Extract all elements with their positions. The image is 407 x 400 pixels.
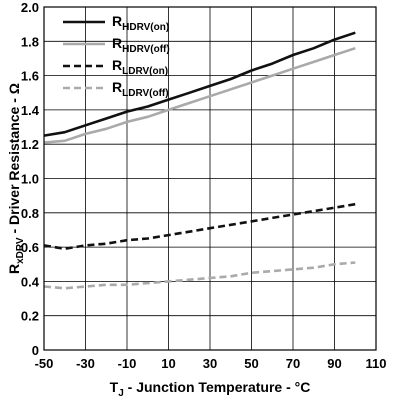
- y-tick-label: 1.6: [21, 69, 39, 84]
- series-line-hdrv-off: [43, 46, 356, 144]
- legend-entry: RLDRV(on): [112, 57, 168, 77]
- y-tick-label: 0: [32, 343, 39, 358]
- x-tick-label: 50: [244, 356, 258, 371]
- series-lines: [43, 31, 356, 290]
- y-tick-label: 1.2: [21, 137, 39, 152]
- x-tick-label: 70: [286, 356, 300, 371]
- x-tick-label: 110: [366, 356, 387, 371]
- plot-frame: [43, 6, 377, 351]
- tick-labels: -50 -30 -10 10 30 50 70 90 110 0 0.2 0.4 0.6 0.8 1.0 1.…: [21, 0, 387, 371]
- y-tick-label: 0.4: [21, 274, 40, 289]
- y-axis-title: RxDRV - Driver Resistance - Ω: [6, 83, 26, 274]
- x-tick-label: -10: [118, 356, 137, 371]
- x-tick-label: 30: [203, 356, 217, 371]
- y-tick-label: 1.4: [21, 103, 40, 118]
- series-line-ldrv-off: [43, 261, 356, 290]
- x-tick-label: -30: [76, 356, 95, 371]
- x-tick-label: 10: [161, 356, 175, 371]
- y-tick-label: 0.2: [21, 309, 39, 324]
- series-line-hdrv-on: [43, 31, 356, 137]
- y-tick-label: 2.0: [21, 0, 39, 15]
- y-axis-title-sub: xDRV: [15, 237, 26, 264]
- y-tick-label: 0.8: [21, 206, 39, 221]
- legend-entry: RHDRV(on): [112, 13, 169, 33]
- y-tick-label: 1.0: [21, 172, 39, 187]
- x-axis-title-sub: J: [118, 388, 124, 399]
- y-tick-label: 0.6: [21, 240, 39, 255]
- legend-entry: RHDRV(off): [112, 35, 170, 55]
- x-tick-label: 90: [327, 356, 341, 371]
- x-axis-title: TJ - Junction Temperature - °C: [110, 379, 311, 399]
- series-line-ldrv-on: [43, 202, 356, 251]
- legend-entry: RLDRV(off): [112, 79, 169, 99]
- x-tick-label: -50: [35, 356, 54, 371]
- y-tick-label: 1.8: [21, 34, 39, 49]
- grid: [43, 6, 377, 351]
- legend: RHDRV(on)RHDRV(off)RLDRV(on)RLDRV(off): [63, 13, 170, 99]
